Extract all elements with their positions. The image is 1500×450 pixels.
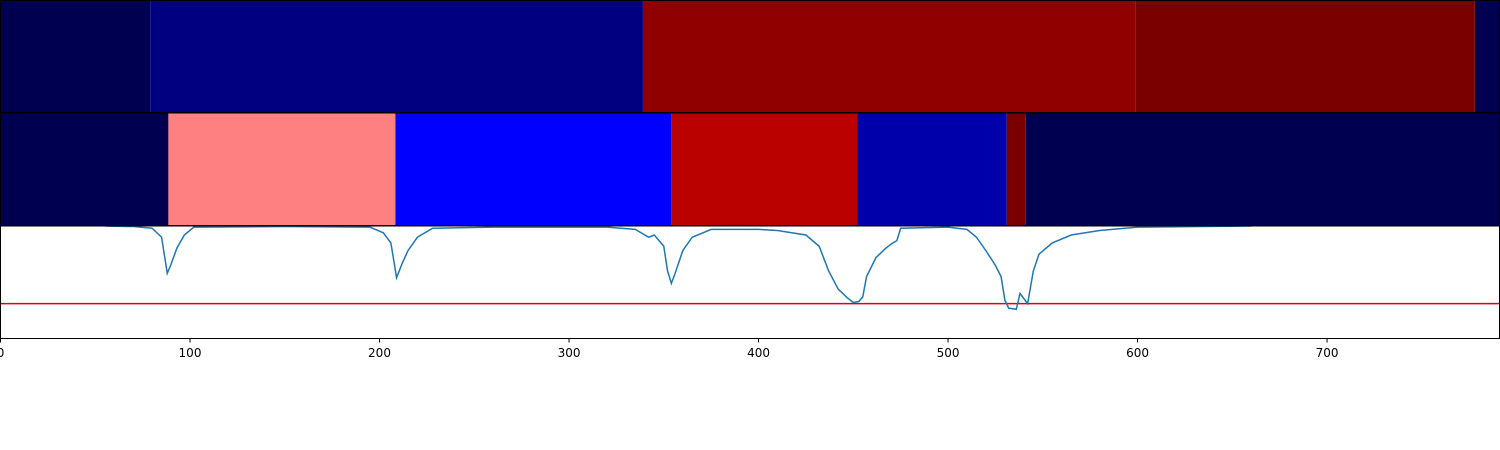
x-tick-label: 600 — [1126, 346, 1149, 360]
segment — [168, 113, 396, 226]
x-tick-label: 0 — [0, 346, 4, 360]
x-tick-label: 300 — [558, 346, 581, 360]
panel-frame — [0, 225, 1500, 339]
segment — [0, 0, 151, 113]
segment — [857, 113, 1007, 226]
segment — [642, 0, 1136, 113]
segment — [0, 113, 169, 226]
x-tick-label: 100 — [179, 346, 202, 360]
segment — [1474, 0, 1500, 113]
x-tick-label: 700 — [1316, 346, 1339, 360]
segment — [395, 113, 672, 226]
x-tick-label: 500 — [937, 346, 960, 360]
data-line — [104, 226, 1252, 311]
segment — [671, 113, 858, 226]
segment — [1135, 0, 1475, 113]
x-tick-label: 400 — [747, 346, 770, 360]
segment — [150, 0, 643, 113]
segment — [1006, 113, 1026, 226]
segment — [1025, 113, 1500, 226]
x-tick-label: 200 — [368, 346, 391, 360]
